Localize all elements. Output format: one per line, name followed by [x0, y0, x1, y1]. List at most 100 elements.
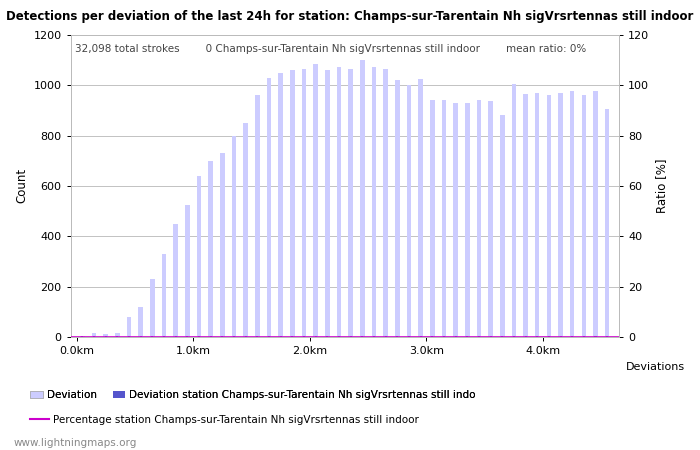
Bar	[326, 336, 328, 337]
Bar	[115, 333, 120, 337]
Bar	[93, 336, 95, 337]
Bar	[220, 153, 225, 337]
Bar	[384, 69, 388, 337]
Bar	[419, 79, 423, 337]
Bar	[290, 70, 295, 337]
Bar	[419, 336, 421, 337]
Bar	[606, 336, 608, 337]
Bar	[489, 336, 491, 337]
Bar	[209, 336, 212, 337]
Bar	[489, 102, 493, 337]
Bar	[361, 336, 363, 337]
Bar	[605, 109, 610, 337]
Bar	[594, 91, 598, 337]
Bar	[559, 336, 561, 337]
Bar	[547, 95, 551, 337]
Bar	[431, 336, 433, 337]
Bar	[314, 64, 318, 337]
Bar	[81, 336, 83, 337]
Bar	[372, 68, 376, 337]
Bar	[430, 100, 435, 337]
Bar	[279, 72, 283, 337]
Bar	[139, 307, 143, 337]
Bar	[594, 336, 596, 337]
Text: Detections per deviation of the last 24h for station: Champs-sur-Tarentain Nh si: Detections per deviation of the last 24h…	[6, 10, 694, 23]
Bar	[291, 336, 293, 337]
Bar	[209, 161, 213, 337]
Bar	[454, 336, 456, 337]
Bar	[127, 317, 131, 337]
Bar	[570, 91, 575, 337]
Bar	[583, 336, 585, 337]
Bar	[396, 336, 398, 337]
Bar	[128, 336, 130, 337]
Bar	[548, 336, 550, 337]
Bar	[163, 336, 165, 337]
Bar	[104, 336, 107, 337]
Bar	[360, 60, 365, 337]
Bar	[478, 336, 480, 337]
Legend: Deviation, Deviation station Champs-sur-Tarentain Nh sigVrsrtennas still indo: Deviation, Deviation station Champs-sur-…	[26, 386, 480, 404]
Bar	[139, 336, 142, 337]
Bar	[267, 77, 271, 337]
Bar	[501, 336, 503, 337]
Bar	[395, 80, 400, 337]
Bar	[477, 100, 481, 337]
Bar	[244, 123, 248, 337]
Bar	[465, 103, 470, 337]
Text: 32,098 total strokes        0 Champs-sur-Tarentain Nh sigVrsrtennas still indoor: 32,098 total strokes 0 Champs-sur-Tarent…	[75, 44, 587, 54]
Bar	[279, 336, 282, 337]
Bar	[233, 336, 235, 337]
Bar	[150, 279, 155, 337]
Bar	[536, 336, 538, 337]
Bar	[466, 336, 468, 337]
Bar	[373, 336, 375, 337]
Bar	[221, 336, 223, 337]
Bar	[198, 336, 200, 337]
Bar	[303, 336, 305, 337]
Bar	[407, 85, 411, 337]
Bar	[185, 205, 190, 337]
Bar	[524, 336, 526, 337]
Bar	[256, 336, 258, 337]
Bar	[338, 336, 340, 337]
Bar	[349, 336, 352, 337]
Bar	[186, 336, 188, 337]
Bar	[513, 336, 515, 337]
Bar	[174, 336, 177, 337]
Y-axis label: Ratio [%]: Ratio [%]	[654, 159, 668, 213]
Text: www.lightningmaps.org: www.lightningmaps.org	[14, 438, 137, 448]
Text: Deviations: Deviations	[626, 362, 685, 372]
Bar	[384, 336, 387, 337]
Bar	[454, 103, 458, 337]
Bar	[302, 69, 306, 337]
Bar	[151, 336, 153, 337]
Bar	[314, 336, 317, 337]
Bar	[92, 333, 97, 337]
Bar	[442, 100, 446, 337]
Bar	[408, 336, 410, 337]
Y-axis label: Count: Count	[15, 168, 28, 203]
Bar	[571, 336, 573, 337]
Bar	[244, 336, 247, 337]
Bar	[162, 254, 166, 337]
Legend: Percentage station Champs-sur-Tarentain Nh sigVrsrtennas still indoor: Percentage station Champs-sur-Tarentain …	[26, 411, 423, 429]
Bar	[197, 176, 201, 337]
Bar	[535, 93, 540, 337]
Bar	[500, 115, 505, 337]
Bar	[174, 224, 178, 337]
Bar	[512, 84, 516, 337]
Bar	[443, 336, 445, 337]
Bar	[116, 336, 118, 337]
Bar	[104, 334, 108, 337]
Bar	[337, 68, 341, 337]
Bar	[582, 95, 586, 337]
Bar	[325, 70, 330, 337]
Bar	[268, 336, 270, 337]
Bar	[559, 93, 563, 337]
Bar	[80, 336, 85, 337]
Bar	[524, 94, 528, 337]
Bar	[232, 135, 236, 337]
Bar	[255, 95, 260, 337]
Bar	[349, 69, 353, 337]
